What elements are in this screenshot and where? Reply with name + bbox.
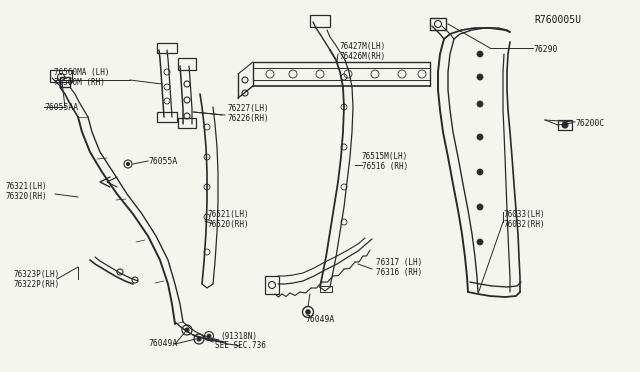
- Text: R760005U: R760005U: [534, 15, 581, 25]
- Text: 76227(LH): 76227(LH): [228, 103, 269, 112]
- Text: 76033(LH): 76033(LH): [504, 209, 546, 218]
- Circle shape: [185, 328, 189, 332]
- Text: 76055A: 76055A: [148, 157, 177, 166]
- Text: 76226(RH): 76226(RH): [228, 113, 269, 122]
- Bar: [50, 70, 72, 82]
- Circle shape: [477, 101, 483, 107]
- Text: 76055AA: 76055AA: [44, 103, 78, 112]
- Text: 76316 (RH): 76316 (RH): [376, 267, 422, 276]
- Bar: [265, 276, 279, 294]
- Text: 76520(RH): 76520(RH): [208, 219, 250, 228]
- Text: 76049A: 76049A: [148, 340, 177, 349]
- Circle shape: [477, 239, 483, 245]
- Text: 76323P(LH): 76323P(LH): [14, 269, 60, 279]
- Bar: [178, 118, 196, 128]
- Text: 76200C: 76200C: [575, 119, 604, 128]
- Text: 76427M(LH): 76427M(LH): [340, 42, 387, 51]
- Bar: [430, 18, 446, 30]
- Circle shape: [477, 51, 483, 57]
- Bar: [310, 15, 330, 27]
- Text: 76320(RH): 76320(RH): [6, 192, 47, 202]
- Circle shape: [127, 163, 129, 166]
- Circle shape: [207, 334, 211, 338]
- Text: 76560M (RH): 76560M (RH): [54, 77, 105, 87]
- Text: 76032(RH): 76032(RH): [504, 219, 546, 228]
- Text: 76321(LH): 76321(LH): [6, 183, 47, 192]
- Text: 76049A: 76049A: [305, 315, 334, 324]
- Text: 76426M(RH): 76426M(RH): [340, 51, 387, 61]
- Text: (91318N): (91318N): [220, 331, 257, 340]
- Circle shape: [477, 204, 483, 210]
- Text: 76560MA (LH): 76560MA (LH): [54, 67, 109, 77]
- Circle shape: [477, 169, 483, 175]
- Text: 76322P(RH): 76322P(RH): [14, 279, 60, 289]
- Bar: [157, 112, 177, 122]
- Text: 76521(LH): 76521(LH): [208, 209, 250, 218]
- Circle shape: [562, 122, 568, 128]
- Bar: [558, 120, 572, 130]
- Text: 76290: 76290: [533, 45, 557, 55]
- Text: 76317 (LH): 76317 (LH): [376, 257, 422, 266]
- Bar: [320, 286, 332, 292]
- Circle shape: [477, 134, 483, 140]
- Text: 76516 (RH): 76516 (RH): [362, 163, 408, 171]
- Circle shape: [306, 310, 310, 314]
- Bar: [157, 43, 177, 53]
- Text: SEE SEC.736: SEE SEC.736: [215, 341, 266, 350]
- Text: 76515M(LH): 76515M(LH): [362, 153, 408, 161]
- Bar: [178, 58, 196, 70]
- Circle shape: [477, 74, 483, 80]
- Circle shape: [197, 337, 201, 341]
